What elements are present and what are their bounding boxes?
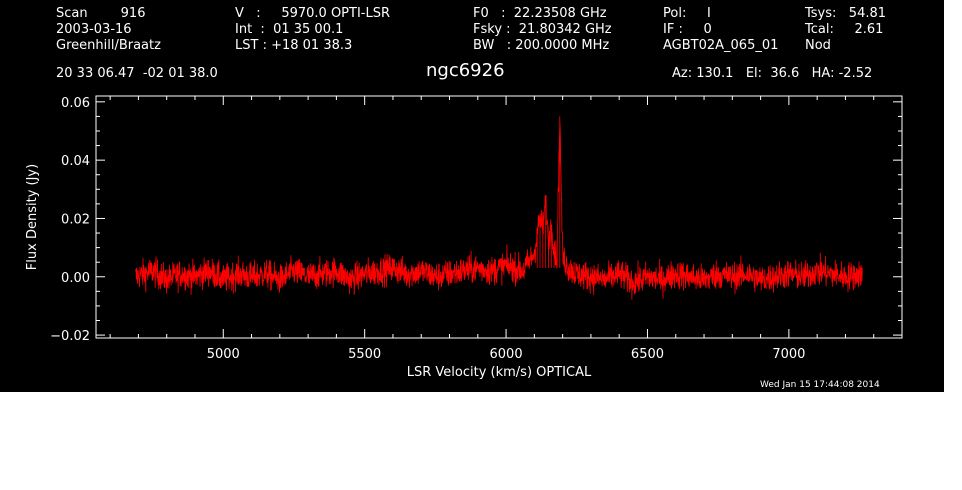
series-line: [135, 116, 863, 300]
y-tick-label: 0.06: [61, 96, 90, 111]
header-pol: Pol: I: [663, 6, 711, 21]
header-date: 2003-03-16: [56, 22, 132, 37]
header-scan: Scan 916: [56, 6, 146, 21]
labels-layer: 5000 5500 6000 6500 7000 −0.02 0.00 0.02 0.04 0.0…: [25, 96, 805, 380]
header-azel: Az: 130.1 El: 36.6 HA: -2.52: [672, 66, 873, 81]
header-bw: BW : 200.0000 MHz: [473, 38, 610, 53]
y-tick-label: 0.04: [61, 154, 90, 169]
spectrum-chart: 5000 5500 6000 6500 7000 −0.02 0.00 0.02 0.04 0.0…: [25, 95, 903, 380]
y-tick-label: 0.00: [61, 271, 90, 286]
y-tick-label: 0.02: [61, 212, 90, 227]
header-coords: 20 33 06.47 -02 01 38.0: [56, 66, 218, 81]
header-if: IF : 0: [663, 22, 712, 37]
header-observer: Greenhill/Braatz: [56, 38, 161, 53]
x-tick-label: 5500: [348, 347, 381, 362]
chart-title: ngc6926: [426, 60, 505, 81]
header-integration: Int : 01 35 00.1: [235, 22, 344, 37]
x-tick-label: 6500: [631, 347, 664, 362]
timestamp: Wed Jan 15 17:44:08 2014: [760, 380, 880, 390]
series-layer: [135, 116, 863, 300]
header-mode: Nod: [805, 38, 831, 53]
header-f0: F0 : 22.23508 GHz: [473, 6, 607, 21]
axes-layer: [95, 95, 903, 339]
header-tcal: Tcal: 2.61: [805, 22, 884, 37]
x-tick-label: 6000: [490, 347, 523, 362]
plot-frame: [95, 95, 903, 339]
header-project: AGBT02A_065_01: [663, 38, 779, 53]
header-tsys: Tsys: 54.81: [805, 6, 887, 21]
plot-panel: Scan 916 2003-03-16 Greenhill/Braatz V :…: [0, 0, 944, 392]
y-axis-label: Flux Density (Jy): [25, 164, 40, 270]
header-velocity: V : 5970.0 OPTI-LSR: [235, 6, 391, 21]
x-axis-label: LSR Velocity (km/s) OPTICAL: [407, 365, 592, 380]
header-lst: LST : +18 01 38.3: [235, 38, 353, 53]
header-fsky: Fsky : 21.80342 GHz: [473, 22, 612, 37]
x-tick-label: 7000: [772, 347, 805, 362]
y-tick-label: −0.02: [50, 329, 90, 344]
x-tick-label: 5000: [207, 347, 240, 362]
